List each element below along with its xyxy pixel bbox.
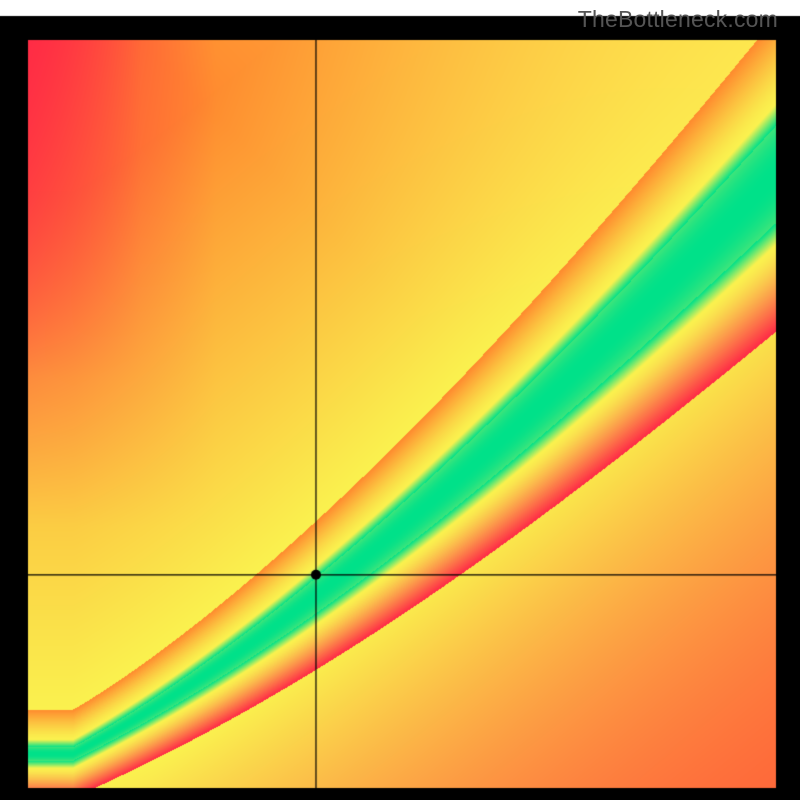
watermark-text: TheBottleneck.com [578,6,778,33]
heatmap-canvas [0,0,800,800]
bottleneck-chart: TheBottleneck.com [0,0,800,800]
